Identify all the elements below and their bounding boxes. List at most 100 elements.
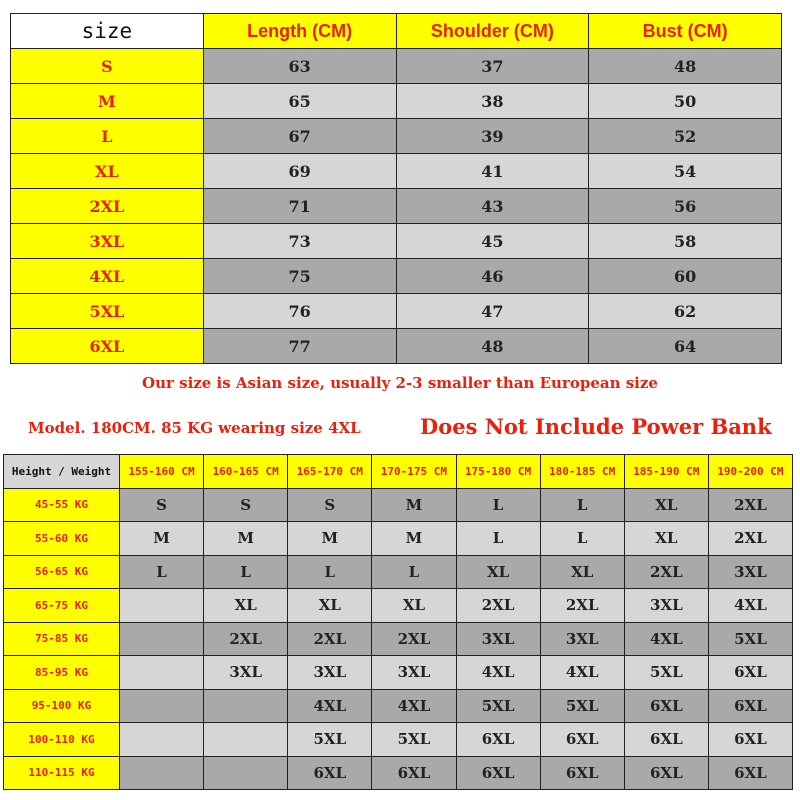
row-label: 55-60 KG xyxy=(3,521,120,556)
table-row: 4XL 75 46 60 xyxy=(10,258,782,294)
table-row: 3XL 73 45 58 xyxy=(10,223,782,259)
table-cell: XL xyxy=(371,588,457,623)
column-header: Bust (CM) xyxy=(588,13,782,49)
table-cell: 48 xyxy=(395,328,590,364)
table-cell: 58 xyxy=(588,223,782,259)
column-header: 155-160 CM xyxy=(118,454,205,489)
table-cell: 67 xyxy=(202,118,397,154)
table-cell: 6XL xyxy=(623,688,709,723)
row-label: 6XL xyxy=(10,328,204,364)
table-cell: S xyxy=(118,487,205,522)
measurement-table: size Length (CM) Shoulder (CM) Bust (CM) S 63… xyxy=(10,13,782,364)
table-cell: M xyxy=(118,521,205,556)
table-cell: 2XL xyxy=(707,521,794,556)
table-cell: 73 xyxy=(202,223,397,259)
table-cell: 3XL xyxy=(707,554,794,589)
table-cell: 2XL xyxy=(287,621,373,656)
table-cell: 71 xyxy=(202,188,397,224)
table-cell: 5XL xyxy=(371,722,457,757)
table-cell: 56 xyxy=(588,188,782,224)
table-cell: 6XL xyxy=(455,722,541,757)
table-cell: 6XL xyxy=(707,755,794,790)
row-label: 65-75 KG xyxy=(3,588,120,623)
table-cell: 2XL xyxy=(707,487,794,522)
table-cell: 6XL xyxy=(707,655,794,690)
table-cell: 45 xyxy=(395,223,590,259)
table-cell: 3XL xyxy=(455,621,541,656)
table-cell: 5XL xyxy=(539,688,625,723)
power-bank-note: Does Not Include Power Bank xyxy=(420,414,772,439)
row-label: 95-100 KG xyxy=(3,688,120,723)
table-row: 100-110 KG 5XL 5XL 6XL 6XL 6XL 6XL xyxy=(3,722,794,757)
table-cell xyxy=(203,688,289,723)
corner-header: Height / Weight xyxy=(3,454,120,489)
table-cell: 6XL xyxy=(623,722,709,757)
table-cell: 6XL xyxy=(623,755,709,790)
table-cell: 5XL xyxy=(623,655,709,690)
table-cell: 41 xyxy=(395,153,590,189)
table-cell xyxy=(118,588,205,623)
column-header: 190-200 CM xyxy=(707,454,794,489)
table-row: 110-115 KG 6XL 6XL 6XL 6XL 6XL 6XL xyxy=(3,755,794,790)
table-cell: L xyxy=(203,554,289,589)
table-cell: XL xyxy=(539,554,625,589)
table-row: 95-100 KG 4XL 4XL 5XL 5XL 6XL 6XL xyxy=(3,688,794,723)
model-note: Model. 180CM. 85 KG wearing size 4XL xyxy=(28,419,361,437)
table-cell: 6XL xyxy=(539,755,625,790)
corner-header: size xyxy=(10,13,204,49)
table-cell: 4XL xyxy=(455,655,541,690)
table-cell: XL xyxy=(287,588,373,623)
table-cell: 6XL xyxy=(707,722,794,757)
row-label: L xyxy=(10,118,204,154)
table-cell: 4XL xyxy=(287,688,373,723)
table-cell: 4XL xyxy=(539,655,625,690)
table-row: 55-60 KG M M M M L L XL 2XL xyxy=(3,521,794,556)
table-cell: S xyxy=(287,487,373,522)
table-row: 45-55 KG S S S M L L XL 2XL xyxy=(3,487,794,522)
table-cell xyxy=(118,621,205,656)
table-cell: 4XL xyxy=(707,588,794,623)
table-row: 5XL 76 47 62 xyxy=(10,293,782,329)
column-header: 175-180 CM xyxy=(455,454,541,489)
size-recommendation-table: Height / Weight 155-160 CM 160-165 CM 165-1… xyxy=(3,454,794,790)
row-label: S xyxy=(10,48,204,84)
table-cell: 6XL xyxy=(371,755,457,790)
table-cell: 62 xyxy=(588,293,782,329)
table-cell: 2XL xyxy=(203,621,289,656)
table-cell: 6XL xyxy=(287,755,373,790)
table-cell: 63 xyxy=(202,48,397,84)
table-cell xyxy=(203,755,289,790)
column-header: 160-165 CM xyxy=(203,454,289,489)
table-row: 65-75 KG XL XL XL 2XL 2XL 3XL 4XL xyxy=(3,588,794,623)
table-cell: 47 xyxy=(395,293,590,329)
row-label: 56-65 KG xyxy=(3,554,120,589)
table-cell: 38 xyxy=(395,83,590,119)
table-cell: 4XL xyxy=(623,621,709,656)
table-cell: 65 xyxy=(202,83,397,119)
table-cell: 6XL xyxy=(707,688,794,723)
table-cell: 50 xyxy=(588,83,782,119)
row-label: M xyxy=(10,83,204,119)
row-label: 5XL xyxy=(10,293,204,329)
table-cell: 69 xyxy=(202,153,397,189)
table-cell: M xyxy=(371,521,457,556)
table-row: XL 69 41 54 xyxy=(10,153,782,189)
table-cell: L xyxy=(371,554,457,589)
table-cell: 64 xyxy=(588,328,782,364)
table-row: 2XL 71 43 56 xyxy=(10,188,782,224)
table-cell: L xyxy=(539,521,625,556)
table-cell: 3XL xyxy=(287,655,373,690)
table-cell xyxy=(118,688,205,723)
table-row: 75-85 KG 2XL 2XL 2XL 3XL 3XL 4XL 5XL xyxy=(3,621,794,656)
row-label: XL xyxy=(10,153,204,189)
table-cell: 48 xyxy=(588,48,782,84)
column-header: Length (CM) xyxy=(202,13,397,49)
row-label: 3XL xyxy=(10,223,204,259)
table-cell: 3XL xyxy=(371,655,457,690)
table-cell: 37 xyxy=(395,48,590,84)
table-cell: L xyxy=(455,487,541,522)
table-cell: 75 xyxy=(202,258,397,294)
table-cell: 3XL xyxy=(623,588,709,623)
table-cell: 2XL xyxy=(455,588,541,623)
row-label: 85-95 KG xyxy=(3,655,120,690)
